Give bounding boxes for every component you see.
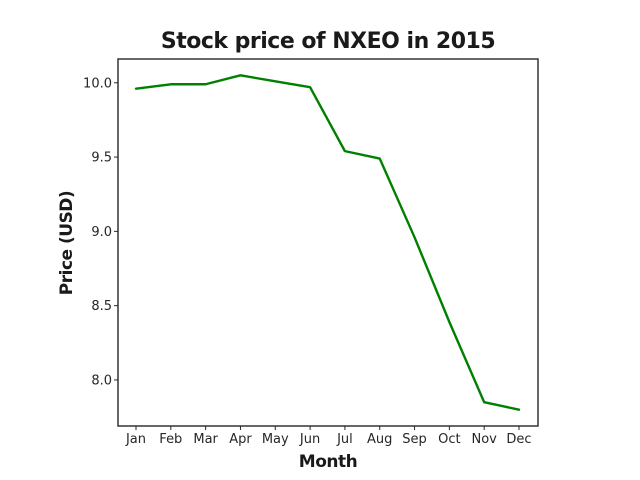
y-axis-label: Price (USD) — [57, 191, 77, 295]
x-tick-label: Jan — [125, 432, 146, 447]
price-line — [134, 74, 521, 411]
x-tick-label: Oct — [438, 432, 460, 447]
chart-title: Stock price of NXEO in 2015 — [161, 29, 495, 54]
x-tick-label: Aug — [367, 432, 392, 447]
y-axis-ticks: 8.0 8.5 9.0 9.5 10.0 — [83, 76, 118, 388]
plot-frame — [117, 58, 539, 427]
x-axis-label: Month — [299, 452, 357, 472]
x-tick-label: Jun — [299, 432, 320, 447]
y-tick-label: 10.0 — [83, 76, 112, 91]
y-tick-label: 8.0 — [91, 373, 112, 388]
x-tick-label: Mar — [193, 432, 218, 447]
x-tick-label: Sep — [402, 432, 427, 447]
data-points — [135, 75, 520, 410]
y-tick-label: 9.0 — [91, 225, 112, 240]
y-tick-label: 8.5 — [91, 299, 112, 314]
x-tick-label: Dec — [506, 432, 531, 447]
x-tick-label: Nov — [471, 432, 497, 447]
x-tick-label: Apr — [229, 432, 252, 447]
x-tick-label: Jul — [336, 432, 353, 447]
y-tick-label: 9.5 — [91, 151, 112, 166]
x-axis-ticks: Jan Feb Mar Apr May Jun Jul Aug Sep Oct Nov Dec — [125, 426, 532, 447]
x-tick-label: May — [262, 432, 289, 447]
x-tick-label: Feb — [159, 432, 182, 447]
